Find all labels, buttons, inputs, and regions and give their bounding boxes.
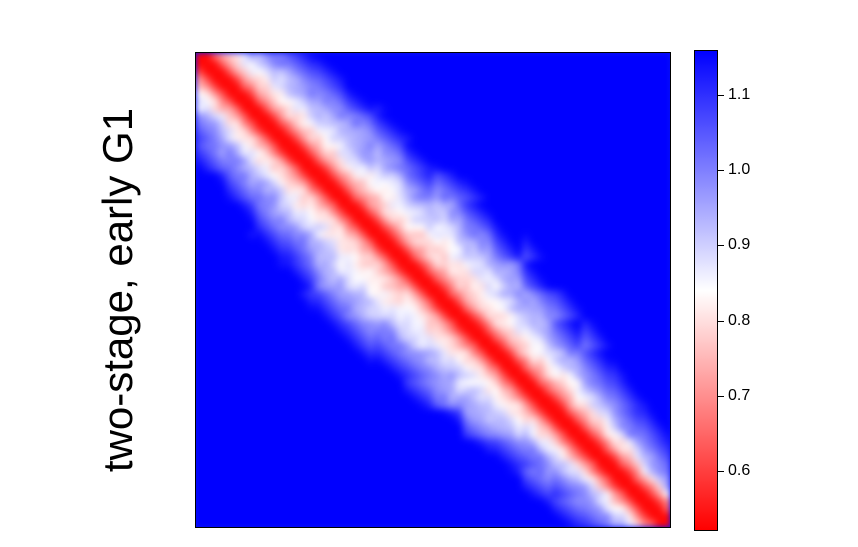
colorbar-tick (718, 245, 724, 247)
heatmap-plot-area (195, 52, 671, 528)
colorbar-tick-label: 1.0 (728, 161, 751, 179)
colorbar-tick (718, 320, 724, 322)
colorbar-tick (718, 395, 724, 397)
colorbar-tick-label: 0.9 (728, 236, 751, 254)
colorbar-tick (718, 95, 724, 97)
colorbar-tick-label: 0.8 (728, 311, 751, 329)
colorbar-tick (718, 170, 724, 172)
colorbar-tick (718, 470, 724, 472)
colorbar (694, 50, 718, 531)
colorbar-tick-label: 0.6 (728, 461, 751, 479)
row-title: two-stage, early G1 (94, 107, 141, 473)
heatmap-matrix (196, 53, 670, 527)
colorbar-tick-label: 0.7 (728, 386, 751, 404)
colorbar-tick-label: 1.1 (728, 86, 751, 104)
